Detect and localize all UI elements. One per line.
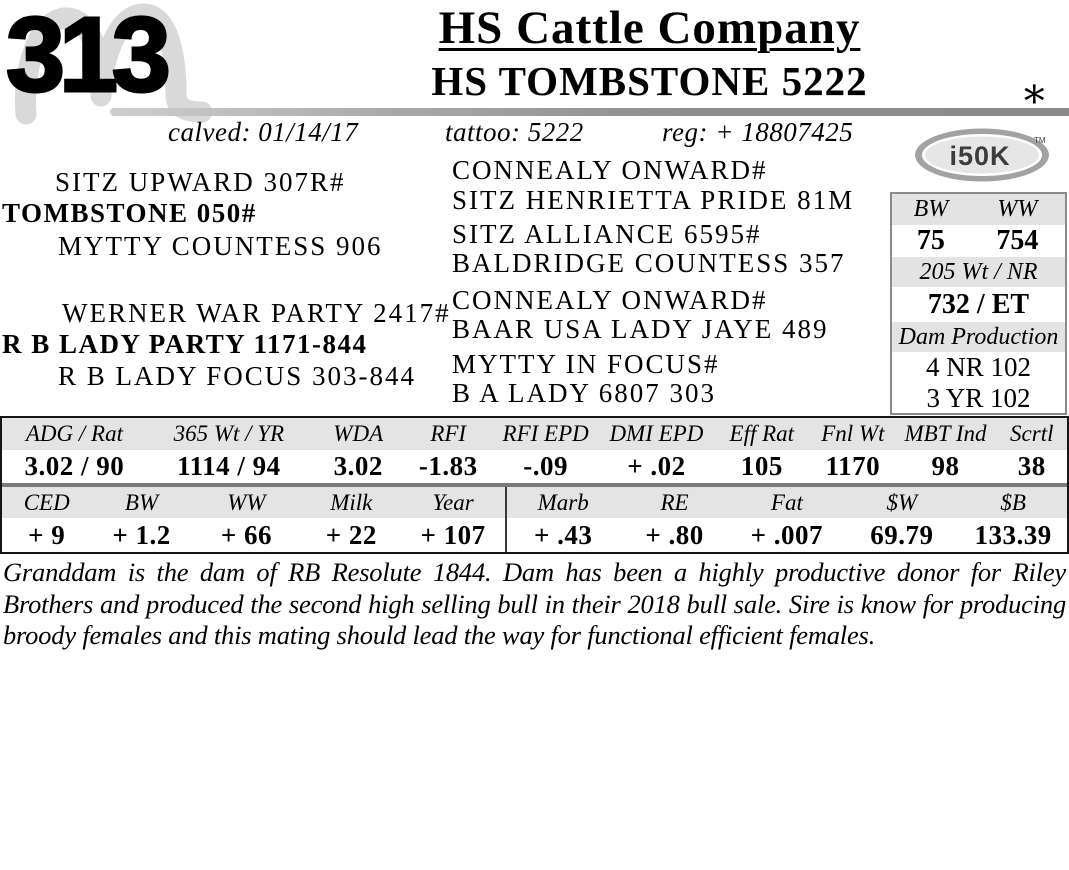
- wt-nr-value: 732 / ET: [927, 288, 1030, 320]
- col-header: RE: [660, 489, 689, 515]
- cell-value: + 66: [220, 519, 272, 550]
- pathfinder-asterisk-icon: ∗: [1020, 71, 1049, 117]
- cell-value: -1.83: [418, 451, 478, 481]
- stats-value-row: 75 754: [892, 225, 1065, 257]
- col-header: MBT Ind: [904, 421, 987, 446]
- ww-value: 754: [996, 225, 1039, 256]
- i50k-genomic-badge-icon: i50K TM: [915, 128, 1049, 182]
- pedigree-paternal-granddam: MYTTY COUNTESS 906: [58, 231, 383, 261]
- col-header: DMI EPD: [609, 421, 704, 446]
- col-header: 365 Wt / YR: [173, 421, 285, 446]
- header-divider-rule: [110, 108, 1069, 116]
- pedigree-maternal-grandsire: WERNER WAR PARTY 2417#: [62, 298, 451, 328]
- dam-production-label: Dam Production: [892, 322, 1065, 352]
- cell-value: + .02: [627, 451, 686, 481]
- bw-label: BW: [913, 196, 949, 222]
- pedigree-paternal-grandsire: SITZ UPWARD 307R#: [55, 167, 346, 197]
- cell-value: + .43: [504, 518, 620, 552]
- pedigree-ancestor: BAAR USA LADY JAYE 489: [452, 314, 829, 344]
- cell-value: -.09: [523, 451, 569, 481]
- col-header: WDA: [333, 421, 384, 446]
- col-header: Fat: [770, 489, 803, 515]
- col-header: Fnl Wt: [821, 421, 885, 446]
- wt-nr-label: 205 Wt / NR: [892, 257, 1065, 287]
- col-header: RFI: [430, 421, 467, 446]
- col-header: Milk: [330, 489, 373, 515]
- cell-value: + 22: [325, 519, 377, 550]
- pedigree-maternal-granddam: R B LADY FOCUS 303-844: [58, 361, 417, 391]
- cell-value: + 1.2: [112, 519, 171, 550]
- cell-value: + 107: [420, 519, 486, 550]
- cell-value: 3.02 / 90: [24, 451, 125, 481]
- badge-text: i50K: [949, 141, 1010, 171]
- animal-name: HS TOMBSTONE 5222: [431, 58, 868, 105]
- cell-value: + 9: [28, 519, 66, 550]
- tattoo-value: 5222: [527, 117, 584, 147]
- pedigree-dam: R B LADY PARTY 1171-844: [2, 329, 368, 359]
- epd-header-row: CED BW WW Milk Year Marb RE Fat $W $B: [2, 487, 1067, 518]
- table-divider-rule: [2, 483, 1067, 487]
- col-header: Eff Rat: [729, 421, 795, 446]
- col-header: Scrtl: [1010, 421, 1054, 446]
- tattoo-info: tattoo: 5222: [445, 117, 584, 148]
- cell-value: 38: [1017, 451, 1046, 481]
- stats-header-row: BW WW: [892, 194, 1065, 225]
- reg-label: reg:: [662, 117, 708, 147]
- pedigree-ancestor: CONNEALY ONWARD#: [452, 155, 768, 185]
- pedigree-ancestor: CONNEALY ONWARD#: [452, 285, 768, 315]
- badge-tm: TM: [1034, 136, 1046, 145]
- company-name: HS Cattle Company: [438, 2, 861, 54]
- col-header: CED: [23, 489, 70, 515]
- tattoo-label: tattoo:: [445, 117, 521, 147]
- col-header: $B: [1000, 489, 1026, 515]
- epd-tables: ADG / Rat 365 Wt / YR WDA RFI RFI EPD DM…: [0, 416, 1069, 554]
- col-header: BW: [124, 489, 159, 515]
- epd-value-row: + 9 + 1.2 + 66 + 22 + 107 + .43 + .80 + …: [2, 518, 1067, 552]
- col-header: ADG / Rat: [25, 421, 123, 446]
- performance-stats-box: BW WW 75 754 205 Wt / NR 732 / ET Dam Pr…: [890, 192, 1067, 415]
- calved-info: calved: 01/14/17: [168, 117, 358, 148]
- col-header: Marb: [504, 487, 620, 518]
- performance-header-row: ADG / Rat 365 Wt / YR WDA RFI RFI EPD DM…: [2, 418, 1067, 450]
- pedigree-ancestor: BALDRIDGE COUNTESS 357: [452, 248, 846, 278]
- cell-value: 105: [740, 451, 783, 481]
- col-header: RFI EPD: [502, 421, 589, 446]
- lot-description-note: Granddam is the dam of RB Resolute 1844.…: [3, 557, 1066, 650]
- calved-value: 01/14/17: [258, 117, 359, 147]
- pedigree-sire: TOMBSTONE 050#: [2, 198, 257, 228]
- lot-number: 313: [5, 0, 173, 114]
- col-header: Year: [432, 489, 474, 515]
- performance-value-row: 3.02 / 90 1114 / 94 3.02 -1.83 -.09 + .0…: [2, 450, 1067, 483]
- brand-swirl-watermark-icon: [14, 3, 213, 125]
- cell-value: 133.39: [974, 519, 1052, 550]
- title-block: HS Cattle Company HS TOMBSTONE 5222: [235, 0, 1064, 104]
- calved-label: calved:: [168, 117, 251, 147]
- pedigree-ancestor: B A LADY 6807 303: [452, 378, 717, 408]
- reg-value: + 18807425: [715, 117, 854, 147]
- dam-production-nr: 4 NR 102: [925, 352, 1031, 382]
- pedigree-ancestor: SITZ ALLIANCE 6595#: [452, 219, 762, 249]
- col-header: $W: [886, 489, 918, 515]
- pedigree-ancestor: MYTTY IN FOCUS#: [452, 349, 720, 379]
- bw-value: 75: [916, 225, 945, 256]
- dam-production-yr: 3 YR 102: [926, 382, 1031, 413]
- registration-info: reg: + 18807425: [662, 117, 853, 148]
- cell-value: 69.79: [870, 519, 934, 550]
- cell-value: + .80: [645, 519, 704, 550]
- cell-value: 3.02: [333, 451, 383, 481]
- ww-label: WW: [997, 196, 1038, 222]
- col-header: WW: [227, 489, 266, 515]
- cell-value: + .007: [750, 519, 824, 550]
- cell-value: 1114 / 94: [177, 451, 281, 481]
- cell-value: 98: [931, 451, 960, 481]
- cell-value: 1170: [825, 451, 881, 481]
- pedigree-ancestor: SITZ HENRIETTA PRIDE 81M: [452, 185, 855, 215]
